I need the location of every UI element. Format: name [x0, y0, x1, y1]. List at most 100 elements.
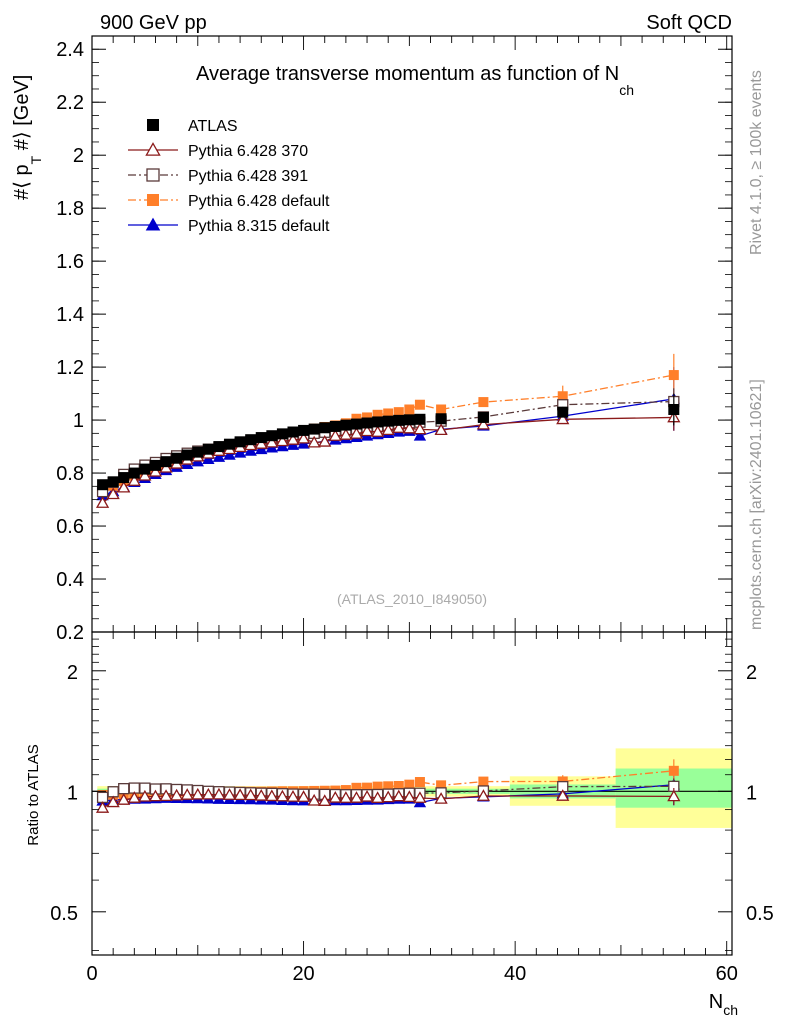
point-atlas	[477, 411, 489, 423]
point-pythia-6-428-370	[286, 433, 300, 445]
ratio-point-pythia-6-428-391	[96, 791, 109, 804]
ratio-point-pythia-6-428-default	[478, 776, 489, 787]
point-pythia-6-428-370	[360, 424, 374, 437]
point-pythia-8-315-default	[255, 443, 268, 455]
ratio-point-pythia-6-428-370	[148, 789, 163, 802]
point-atlas	[181, 449, 193, 461]
ratio-point-pythia-6-428-370	[349, 791, 364, 803]
header-left: 900 GeV pp	[100, 12, 207, 34]
point-pythia-6-428-370	[392, 421, 406, 433]
point-pythia-6-428-370	[402, 421, 416, 434]
point-atlas	[107, 476, 119, 488]
point-atlas	[255, 432, 267, 444]
main-axis: 0.2 0.4 0.6 0.8 1 1.2 1.4 1.6 1.8 2 2.2 2.4	[56, 35, 732, 644]
ratio-point-pythia-6-428-370	[191, 787, 205, 800]
point-atlas	[97, 479, 109, 491]
y-tick-label: 0.8	[56, 463, 84, 485]
point-atlas	[213, 441, 225, 453]
ratio-frame	[91, 631, 733, 956]
ratio-point-pythia-6-428-default	[383, 781, 394, 792]
point-atlas	[128, 467, 140, 479]
point-pythia-6-428-370	[476, 417, 491, 430]
point-atlas	[668, 403, 680, 415]
rivet-label: Rivet 4.1.0, ≥ 100k events	[748, 70, 765, 255]
ratio-point-pythia-6-428-default	[414, 777, 425, 788]
ratio-point-pythia-6-428-default	[404, 779, 415, 790]
legend-label-atlas: ATLAS	[188, 118, 238, 135]
legend-marker-pythia-6-428-370	[145, 142, 161, 156]
point-atlas	[160, 456, 172, 468]
ratio-point-pythia-6-428-370	[222, 788, 237, 800]
point-pythia-6-428-default	[362, 412, 373, 423]
ratio-point-pythia-6-428-370	[201, 787, 215, 800]
point-atlas	[382, 415, 394, 427]
point-atlas	[245, 434, 257, 446]
point-pythia-6-428-default	[393, 407, 404, 418]
y-tick-label: 1.4	[56, 304, 84, 326]
ratio-point-pythia-6-428-370	[117, 793, 131, 805]
ratio-point-pythia-6-428-370	[371, 791, 385, 803]
y-tick-label: 1.6	[56, 251, 84, 273]
ratio-tick-label-right: 1	[746, 782, 757, 804]
ratio-point-pythia-6-428-391	[118, 783, 130, 795]
ratio-point-pythia-6-428-370	[275, 789, 290, 802]
legend-marker-atlas	[147, 119, 159, 131]
point-pythia-8-315-default	[244, 444, 257, 456]
point-pythia-6-428-default	[372, 409, 383, 420]
ratio-point-pythia-6-428-370	[413, 791, 427, 803]
y-axis-label: #⟨ pT #⟩ [GeV]	[11, 75, 44, 200]
point-pythia-8-315-default	[202, 452, 215, 464]
ratio-point-pythia-6-428-370	[170, 788, 184, 801]
ratio-point-pythia-6-428-370	[265, 789, 279, 802]
ratio-point-pythia-6-428-default	[362, 782, 373, 793]
ratio-point-pythia-6-428-370	[476, 789, 491, 801]
legend-marker-pythia-6-428-391	[146, 168, 160, 182]
point-atlas	[393, 414, 405, 426]
ratio-point-pythia-6-428-370	[402, 790, 416, 803]
x-tick-label: 60	[716, 963, 738, 985]
ratio-tick-label-right: 0.5	[746, 903, 774, 925]
legend-label-pythia-6-428-370: Pythia 6.428 370	[188, 143, 308, 160]
point-pythia-6-428-370	[556, 412, 570, 425]
x-tick-label: 20	[292, 963, 314, 985]
ratio-point-pythia-6-428-370	[212, 787, 226, 800]
legend-label-pythia-6-428-default: Pythia 6.428 default	[188, 193, 330, 210]
ratio-point-pythia-6-428-370	[296, 790, 311, 802]
point-pythia-6-428-370	[328, 429, 342, 441]
point-atlas	[192, 446, 204, 458]
ratio-point-pythia-6-428-default	[372, 781, 383, 792]
point-atlas	[340, 419, 352, 431]
point-pythia-6-428-370	[413, 422, 427, 435]
point-atlas	[287, 426, 299, 438]
ratio-point-pythia-6-428-370	[127, 791, 141, 803]
point-atlas	[224, 438, 236, 450]
chart-title: Average transverse momentum as function …	[196, 63, 634, 98]
main-panel	[95, 353, 681, 508]
point-pythia-8-315-default	[233, 446, 247, 458]
ratio-point-pythia-6-428-370	[339, 791, 353, 803]
ratio-point-pythia-6-428-370	[360, 790, 374, 802]
ratio-point-pythia-6-428-370	[556, 789, 570, 801]
ratio-point-pythia-6-428-370	[307, 793, 321, 806]
y-tick-label: 0.2	[56, 622, 84, 644]
point-atlas	[403, 414, 415, 426]
point-atlas	[171, 452, 183, 464]
legend: ATLAS Pythia 6.428 370 Pythia 6.428 391 Pyt…	[128, 118, 330, 235]
point-pythia-6-428-370	[127, 474, 141, 486]
ratio-tick-label-right: 2	[746, 662, 757, 684]
legend-label-pythia-8-315-default: Pythia 8.315 default	[188, 218, 330, 235]
ratio-axis: 0.5 0.51 12 20 20 40 60	[50, 632, 774, 985]
ratio-point-pythia-6-428-370	[381, 790, 395, 803]
ratio-tick-label: 0.5	[50, 903, 78, 925]
point-atlas	[319, 422, 331, 434]
point-atlas	[435, 413, 447, 425]
point-atlas	[298, 424, 310, 436]
point-pythia-6-428-default	[414, 399, 425, 410]
y-tick-label: 0.4	[56, 569, 84, 591]
point-pythia-6-428-370	[148, 464, 163, 477]
x-tick-label: 0	[86, 963, 97, 985]
y-tick-label: 2.4	[56, 39, 84, 61]
point-atlas	[149, 459, 161, 471]
